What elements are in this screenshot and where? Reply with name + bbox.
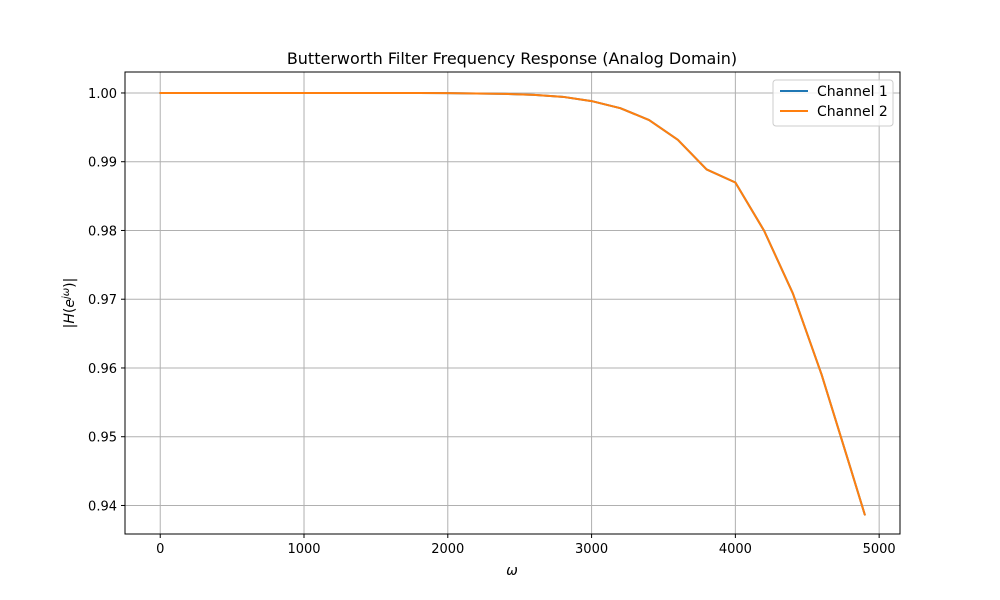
legend: Channel 1 Channel 2 — [772, 79, 894, 127]
plot-frame — [124, 71, 901, 535]
legend-label-channel-1: Channel 1 — [817, 84, 888, 100]
y-tick-label: 0.99 — [88, 156, 117, 171]
x-axis-ticks: 0 1000 2000 3000 4000 5000 — [156, 534, 896, 557]
x-tick-label: 3000 — [575, 542, 608, 557]
x-axis-label: ω — [506, 563, 518, 579]
y-tick-label: 0.94 — [88, 499, 117, 514]
series-line-channel-2 — [159, 91, 866, 516]
x-tick-label: 2000 — [431, 542, 464, 557]
series-layer — [159, 91, 866, 516]
y-tick-label: 0.96 — [88, 362, 117, 377]
y-tick-label: 0.95 — [88, 431, 117, 446]
y-tick-label: 0.98 — [88, 224, 117, 239]
y-axis-label: |H(ejω)| — [61, 278, 79, 329]
legend-label-channel-2: Channel 2 — [817, 104, 888, 120]
chart-title: Butterworth Filter Frequency Response (A… — [287, 49, 737, 68]
grid-lines — [125, 72, 900, 534]
y-tick-label: 0.97 — [88, 293, 117, 308]
x-tick-label: 1000 — [287, 542, 320, 557]
x-tick-label: 0 — [156, 542, 164, 557]
y-tick-label: 1.00 — [88, 87, 117, 102]
y-axis-ticks: 0.94 0.95 0.96 0.97 0.98 0.99 1.00 — [88, 87, 125, 514]
x-tick-label: 4000 — [719, 542, 752, 557]
x-tick-label: 5000 — [863, 542, 896, 557]
